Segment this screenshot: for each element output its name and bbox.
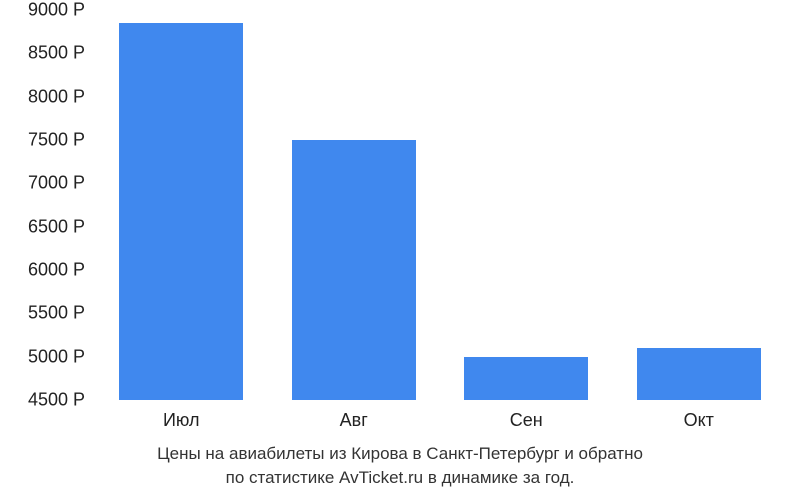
caption-line-1: Цены на авиабилеты из Кирова в Санкт-Пет… bbox=[157, 444, 643, 463]
y-tick-label: 7000 Р bbox=[28, 173, 85, 194]
x-tick-label: Июл bbox=[163, 410, 200, 431]
y-tick-label: 6000 Р bbox=[28, 260, 85, 281]
bar bbox=[637, 348, 761, 400]
y-tick-label: 9000 Р bbox=[28, 0, 85, 21]
x-tick-label: Окт bbox=[684, 410, 714, 431]
y-tick-label: 5000 Р bbox=[28, 346, 85, 367]
plot-area bbox=[95, 10, 785, 400]
bar bbox=[464, 357, 588, 400]
y-tick-label: 7500 Р bbox=[28, 130, 85, 151]
x-axis: Июл Авг Сен Окт bbox=[95, 410, 785, 440]
caption-line-2: по статистике AvTicket.ru в динамике за … bbox=[226, 468, 575, 487]
y-axis: 4500 Р 5000 Р 5500 Р 6000 Р 6500 Р 7000 Р 7500… bbox=[0, 10, 95, 410]
bar bbox=[119, 23, 243, 400]
y-tick-label: 8000 Р bbox=[28, 86, 85, 107]
chart-caption: Цены на авиабилеты из Кирова в Санкт-Пет… bbox=[0, 442, 800, 490]
bar bbox=[292, 140, 416, 400]
y-tick-label: 6500 Р bbox=[28, 216, 85, 237]
y-tick-label: 4500 Р bbox=[28, 390, 85, 411]
price-chart: 4500 Р 5000 Р 5500 Р 6000 Р 6500 Р 7000 Р 7500… bbox=[0, 10, 800, 440]
x-tick-label: Сен bbox=[510, 410, 543, 431]
y-tick-label: 5500 Р bbox=[28, 303, 85, 324]
y-tick-label: 8500 Р bbox=[28, 43, 85, 64]
x-tick-label: Авг bbox=[340, 410, 368, 431]
